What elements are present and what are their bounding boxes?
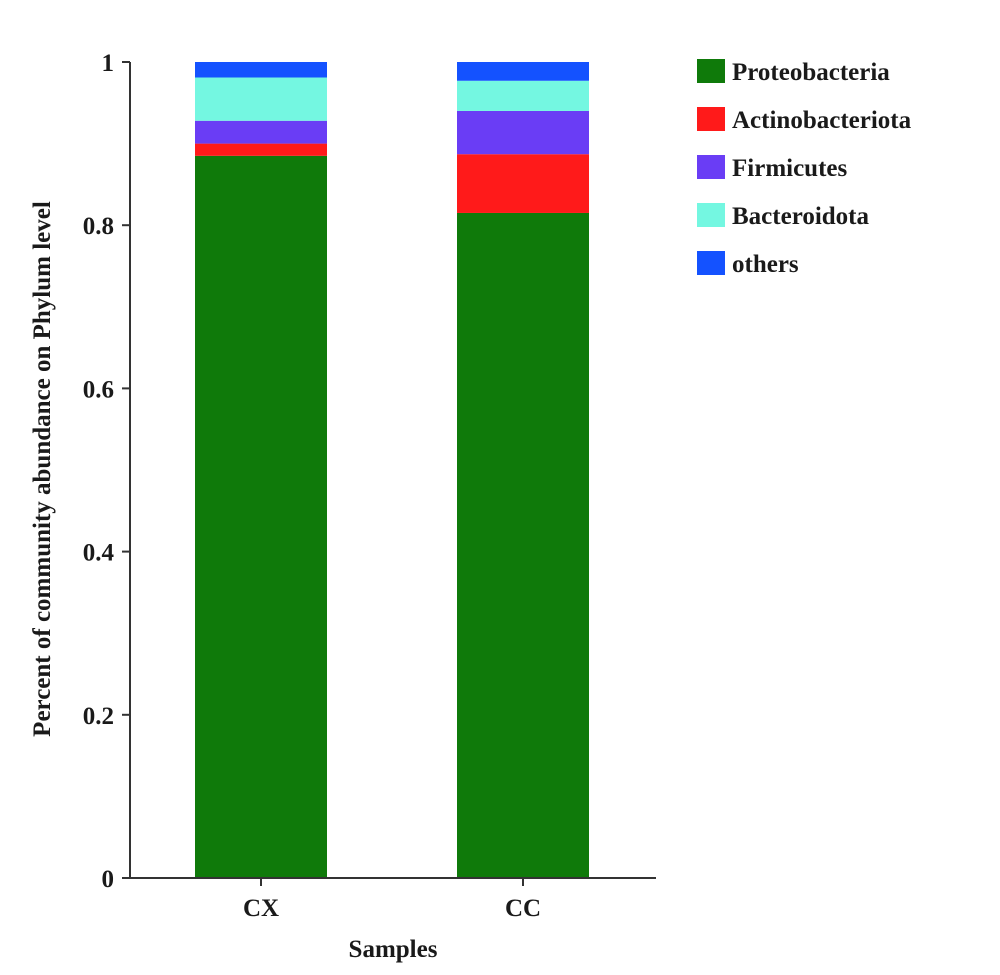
- bar-segment-cc-proteobacteria: [457, 212, 589, 878]
- bar-segment-cx-others: [195, 62, 327, 78]
- bar-segment-cx-actinobacteriota: [195, 143, 327, 156]
- legend-swatch: [697, 203, 725, 227]
- legend-label: Bacteroidota: [732, 203, 870, 230]
- x-tick-label: CX: [243, 895, 279, 922]
- legend-swatch: [697, 251, 725, 275]
- y-axis-label: Percent of community abundance on Phylum…: [29, 201, 56, 737]
- y-tick-label: 1: [102, 50, 115, 77]
- y-tick-label: 0: [102, 866, 115, 893]
- x-axis-label: Samples: [349, 936, 438, 963]
- y-tick-label: 0.8: [83, 213, 114, 240]
- y-tick-label: 0.4: [83, 540, 115, 567]
- legend-label: Actinobacteriota: [732, 107, 912, 134]
- x-axis-ticks: CX CC: [243, 878, 541, 922]
- bar-segment-cc-bacteroidota: [457, 80, 589, 111]
- legend: Proteobacteria Actinobacteriota Firmicutes…: [697, 59, 912, 278]
- legend-swatch: [697, 107, 725, 131]
- legend-label: Firmicutes: [732, 155, 848, 182]
- bar-segment-cx-firmicutes: [195, 120, 327, 144]
- x-tick-label: CC: [505, 895, 541, 922]
- y-tick-label: 0.6: [83, 376, 114, 403]
- y-tick-label: 0.2: [83, 703, 114, 730]
- legend-label: Proteobacteria: [732, 59, 890, 86]
- bar-segment-cx-bacteroidota: [195, 77, 327, 121]
- bar-segment-cc-others: [457, 62, 589, 81]
- y-axis-ticks: 0 0.2 0.4 0.6 0.8 1: [83, 50, 130, 893]
- bar-segment-cc-firmicutes: [457, 110, 589, 155]
- bar-segment-cx-proteobacteria: [195, 155, 327, 879]
- legend-swatch: [697, 59, 725, 83]
- bars-group: [195, 62, 589, 879]
- bar-segment-cc-actinobacteriota: [457, 154, 589, 213]
- legend-swatch: [697, 155, 725, 179]
- legend-label: others: [732, 251, 799, 278]
